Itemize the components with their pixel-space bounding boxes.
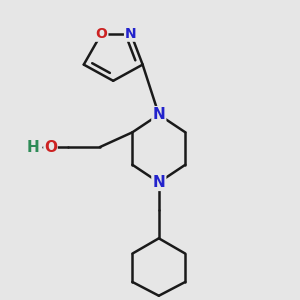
Text: H: H (26, 140, 39, 154)
Text: O: O (44, 140, 57, 154)
Text: O: O (95, 27, 107, 41)
Text: N: N (125, 27, 137, 41)
Text: N: N (152, 107, 165, 122)
Text: N: N (152, 175, 165, 190)
